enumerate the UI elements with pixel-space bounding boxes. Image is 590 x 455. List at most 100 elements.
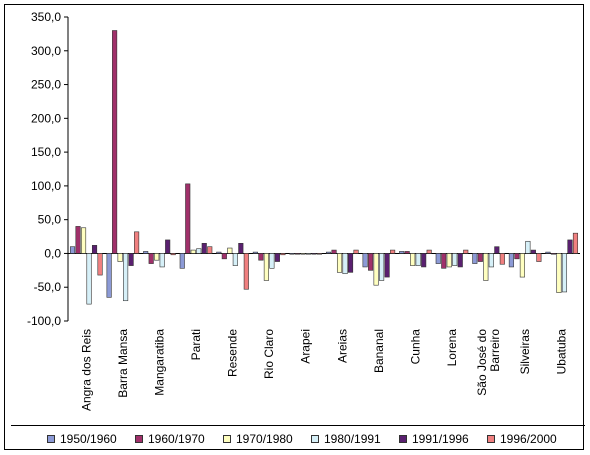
y-tick-label: 200,0 xyxy=(31,111,61,125)
bar-1996-2000 xyxy=(243,253,249,290)
legend-swatch xyxy=(311,435,319,443)
bar-1970-1980 xyxy=(519,253,525,278)
x-tick-label: Parati xyxy=(189,329,203,360)
x-tick-label-line: Rio Claro xyxy=(262,329,276,379)
bar-1960-1970 xyxy=(477,253,483,262)
bar-1950-1960 xyxy=(362,253,368,268)
bar-1991-1996 xyxy=(530,249,536,254)
chart-frame: 350,0 300,0 250,0 200,0 150,0 100,0 50,0 0,0 -50… xyxy=(4,4,585,451)
x-tick-label: Resende xyxy=(226,329,240,377)
x-tick-label: Mangaratiba xyxy=(152,329,166,396)
legend-item: 1950/1960 xyxy=(47,431,117,447)
bar-1970-1980 xyxy=(336,253,343,273)
bar-1980-1991 xyxy=(488,253,494,268)
x-tick-label-line: Resende xyxy=(226,329,240,377)
bar-1950-1960 xyxy=(252,251,258,254)
x-tick-label: Lorena xyxy=(445,329,459,367)
legend-swatch xyxy=(47,435,55,443)
x-tick-label-line: Barreiro xyxy=(488,329,502,372)
legend-item: 1980/1991 xyxy=(311,431,381,447)
bar-1980-1991 xyxy=(86,253,92,305)
bar-1960-1970 xyxy=(404,251,410,254)
bar-1950-1960 xyxy=(143,251,149,254)
bar-1991-1996 xyxy=(238,243,244,254)
x-tick-label: Bananal xyxy=(372,329,386,373)
legend-label: 1991/1996 xyxy=(412,432,469,446)
bar-1950-1960 xyxy=(545,251,551,254)
x-tick-label: Arapei xyxy=(299,329,313,364)
x-tick-label: Silveiras xyxy=(518,329,532,374)
x-tick-label-line: Bananal xyxy=(372,329,386,373)
bar-1996-2000 xyxy=(499,253,505,265)
legend-swatch xyxy=(223,435,231,443)
x-tick-label-line: Lorena xyxy=(445,329,459,367)
bar-1950-1960 xyxy=(435,253,441,264)
legend-item: 1970/1980 xyxy=(223,431,293,447)
y-tick-label: 150,0 xyxy=(31,145,61,159)
y-tick-label: 350,0 xyxy=(31,10,61,24)
bar-1980-1991 xyxy=(269,253,275,269)
legend-label: 1996/2000 xyxy=(500,432,557,446)
x-tick-label-line: Silveiras xyxy=(518,329,532,374)
bar-1950-1960 xyxy=(289,253,295,255)
bar-1996-2000 xyxy=(280,253,286,256)
bar-1970-1980 xyxy=(227,247,233,254)
bar-1970-1980 xyxy=(263,253,269,281)
x-tick-label-line: Mangaratiba xyxy=(152,329,166,396)
y-tick-label: 300,0 xyxy=(31,44,61,58)
bar-1950-1960 xyxy=(472,253,478,264)
bar-1991-1996 xyxy=(274,253,280,262)
legend-item: 1991/1996 xyxy=(399,431,469,447)
bar-1996-2000 xyxy=(207,246,213,254)
y-tick-label: 250,0 xyxy=(31,78,61,92)
x-tick-label-line: São José do xyxy=(475,329,489,396)
bar-1960-1970 xyxy=(331,249,337,254)
bar-1950-1960 xyxy=(399,251,405,254)
bar-1970-1980 xyxy=(483,253,489,281)
bar-1960-1970 xyxy=(75,226,81,254)
x-tick-label: Cunha xyxy=(408,329,422,365)
bar-1996-2000 xyxy=(353,249,359,254)
y-tick-label: 100,0 xyxy=(31,179,61,193)
y-tick-label: 0,0 xyxy=(44,246,61,260)
bar-1960-1970 xyxy=(258,253,264,261)
x-tick-label: Ubatuba xyxy=(555,329,569,375)
bar-1960-1970 xyxy=(148,253,154,264)
bar-1970-1980 xyxy=(80,227,87,254)
legend-label: 1980/1991 xyxy=(324,432,381,446)
y-axis: 350,0 300,0 250,0 200,0 150,0 100,0 50,0 0,0 -50… xyxy=(27,10,580,328)
bar-1996-2000 xyxy=(390,249,396,254)
x-tick-label-line: Arapei xyxy=(299,329,313,364)
bar-1996-2000 xyxy=(316,253,323,255)
legend: 1950/1960 1960/1970 1970/1980 1980/1991 1991… xyxy=(11,425,585,451)
bar-1960-1970 xyxy=(112,30,118,254)
legend-item: 1996/2000 xyxy=(487,431,557,447)
y-tick-label: 50,0 xyxy=(38,213,62,227)
bar-1991-1996 xyxy=(457,253,463,268)
bar-1970-1980 xyxy=(446,253,452,268)
y-tick-label: -100,0 xyxy=(27,314,61,328)
x-tick-label: Angra dos Reis xyxy=(79,329,93,411)
bar-1991-1996 xyxy=(494,246,500,254)
bar-1996-2000 xyxy=(572,232,579,254)
bar-1960-1970 xyxy=(221,253,227,260)
legend-swatch xyxy=(487,435,495,443)
bar-1950-1960 xyxy=(179,253,185,269)
x-axis-labels: Angra dos Reis Barra Mansa Mangaratiba Para… xyxy=(79,329,568,411)
bar-1960-1970 xyxy=(185,183,191,254)
bar-1991-1996 xyxy=(421,253,427,268)
y-tick-label: -50,0 xyxy=(34,280,62,294)
bar-1980-1991 xyxy=(452,253,458,266)
bar-1950-1960 xyxy=(325,251,332,254)
bar-1970-1980 xyxy=(556,253,562,293)
legend-label: 1970/1980 xyxy=(236,432,293,446)
x-tick-label: Barra Mansa xyxy=(116,329,130,398)
bar-1980-1991 xyxy=(123,253,129,302)
bar-1991-1996 xyxy=(567,239,573,254)
bar-1991-1996 xyxy=(91,245,98,254)
bar-1996-2000 xyxy=(170,253,176,256)
bar-1950-1960 xyxy=(106,253,112,298)
bar-1970-1980 xyxy=(410,253,416,266)
bar-1980-1991 xyxy=(415,253,421,266)
bar-1996-2000 xyxy=(536,253,542,262)
